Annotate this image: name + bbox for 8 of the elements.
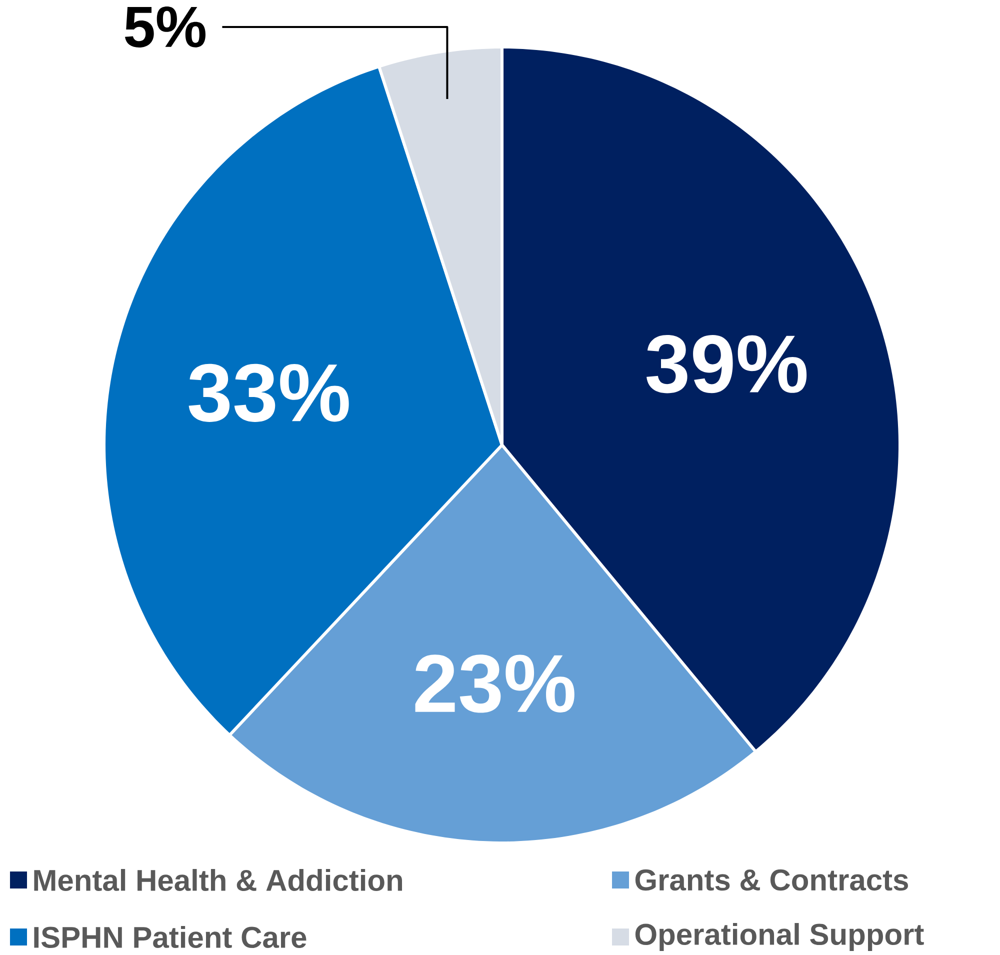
- legend-label: ISPHN Patient Care: [34, 926, 306, 948]
- legend-label: Operational Support: [635, 923, 924, 951]
- data-label: 33%: [188, 364, 349, 422]
- data-label: 5%: [124, 6, 206, 48]
- legend-label: Mental Health & Addiction: [34, 868, 402, 892]
- legend-label: Grants & Contracts: [635, 869, 908, 891]
- data-label: 23%: [415, 654, 574, 713]
- data-label: 39%: [646, 335, 807, 394]
